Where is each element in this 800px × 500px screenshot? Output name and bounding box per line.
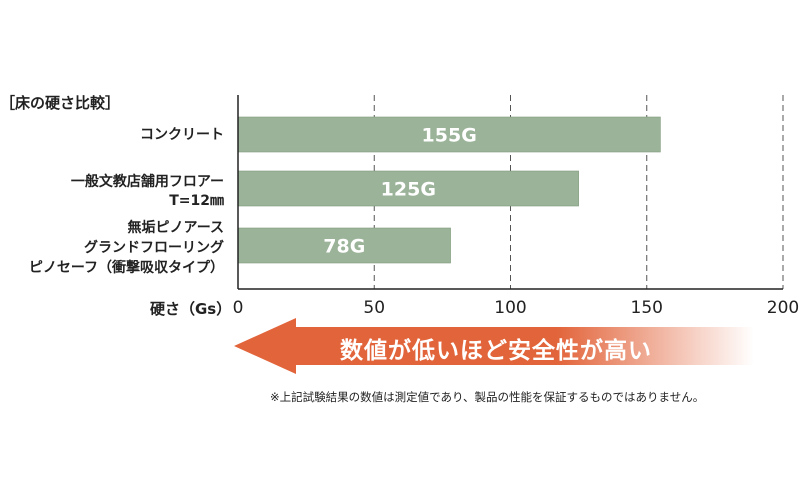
bar	[237, 170, 579, 207]
category-label: ピノセーフ（衝撃吸収タイプ）	[28, 260, 224, 276]
bar-value-label: 125G	[381, 179, 436, 201]
category-label: 無垢ピノアース	[127, 220, 224, 236]
bar	[237, 116, 661, 153]
bar-value-label: 155G	[422, 125, 477, 147]
bar-chart: 155G 125G 78G 0 50 100 150 200	[233, 95, 799, 318]
category-label: グランドフローリング	[84, 240, 224, 256]
x-tick-label: 100	[494, 298, 526, 318]
bar	[237, 227, 451, 264]
arrow-caption: 数値が低いほど安全性が高い	[340, 338, 652, 364]
x-axis-label: 硬さ（Gs）	[150, 300, 232, 318]
x-tick-label: 0	[233, 298, 244, 318]
left-arrow-icon	[234, 318, 754, 374]
bar-value-label: 78G	[323, 236, 365, 258]
arrow-banner	[234, 318, 754, 374]
category-label: 一般文教店舗用フロアー	[70, 174, 224, 190]
chart-title: ［床の硬さ比較］	[0, 94, 121, 112]
x-tick-label: 150	[631, 298, 663, 318]
x-tick-label: 50	[363, 298, 385, 318]
category-label: コンクリート	[140, 127, 224, 143]
category-label: T=12㎜	[169, 193, 224, 209]
x-tick-label: 200	[767, 298, 799, 318]
footnote: ※上記試験結果の数値は測定値であり、製品の性能を保証するものではありません。	[270, 390, 705, 404]
